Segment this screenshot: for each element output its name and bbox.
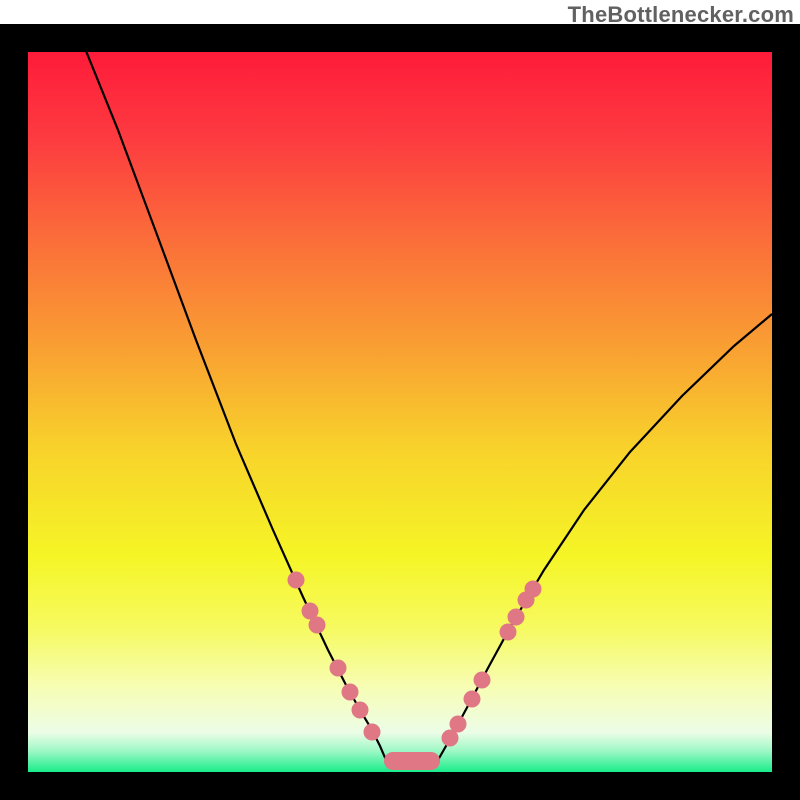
bottleneck-chart [28,52,772,772]
flat-marker-bar [384,752,440,770]
markers-left [288,572,381,741]
canvas: TheBottlenecker.com [0,0,800,800]
left-curve [84,52,386,760]
right-curve [438,314,772,760]
